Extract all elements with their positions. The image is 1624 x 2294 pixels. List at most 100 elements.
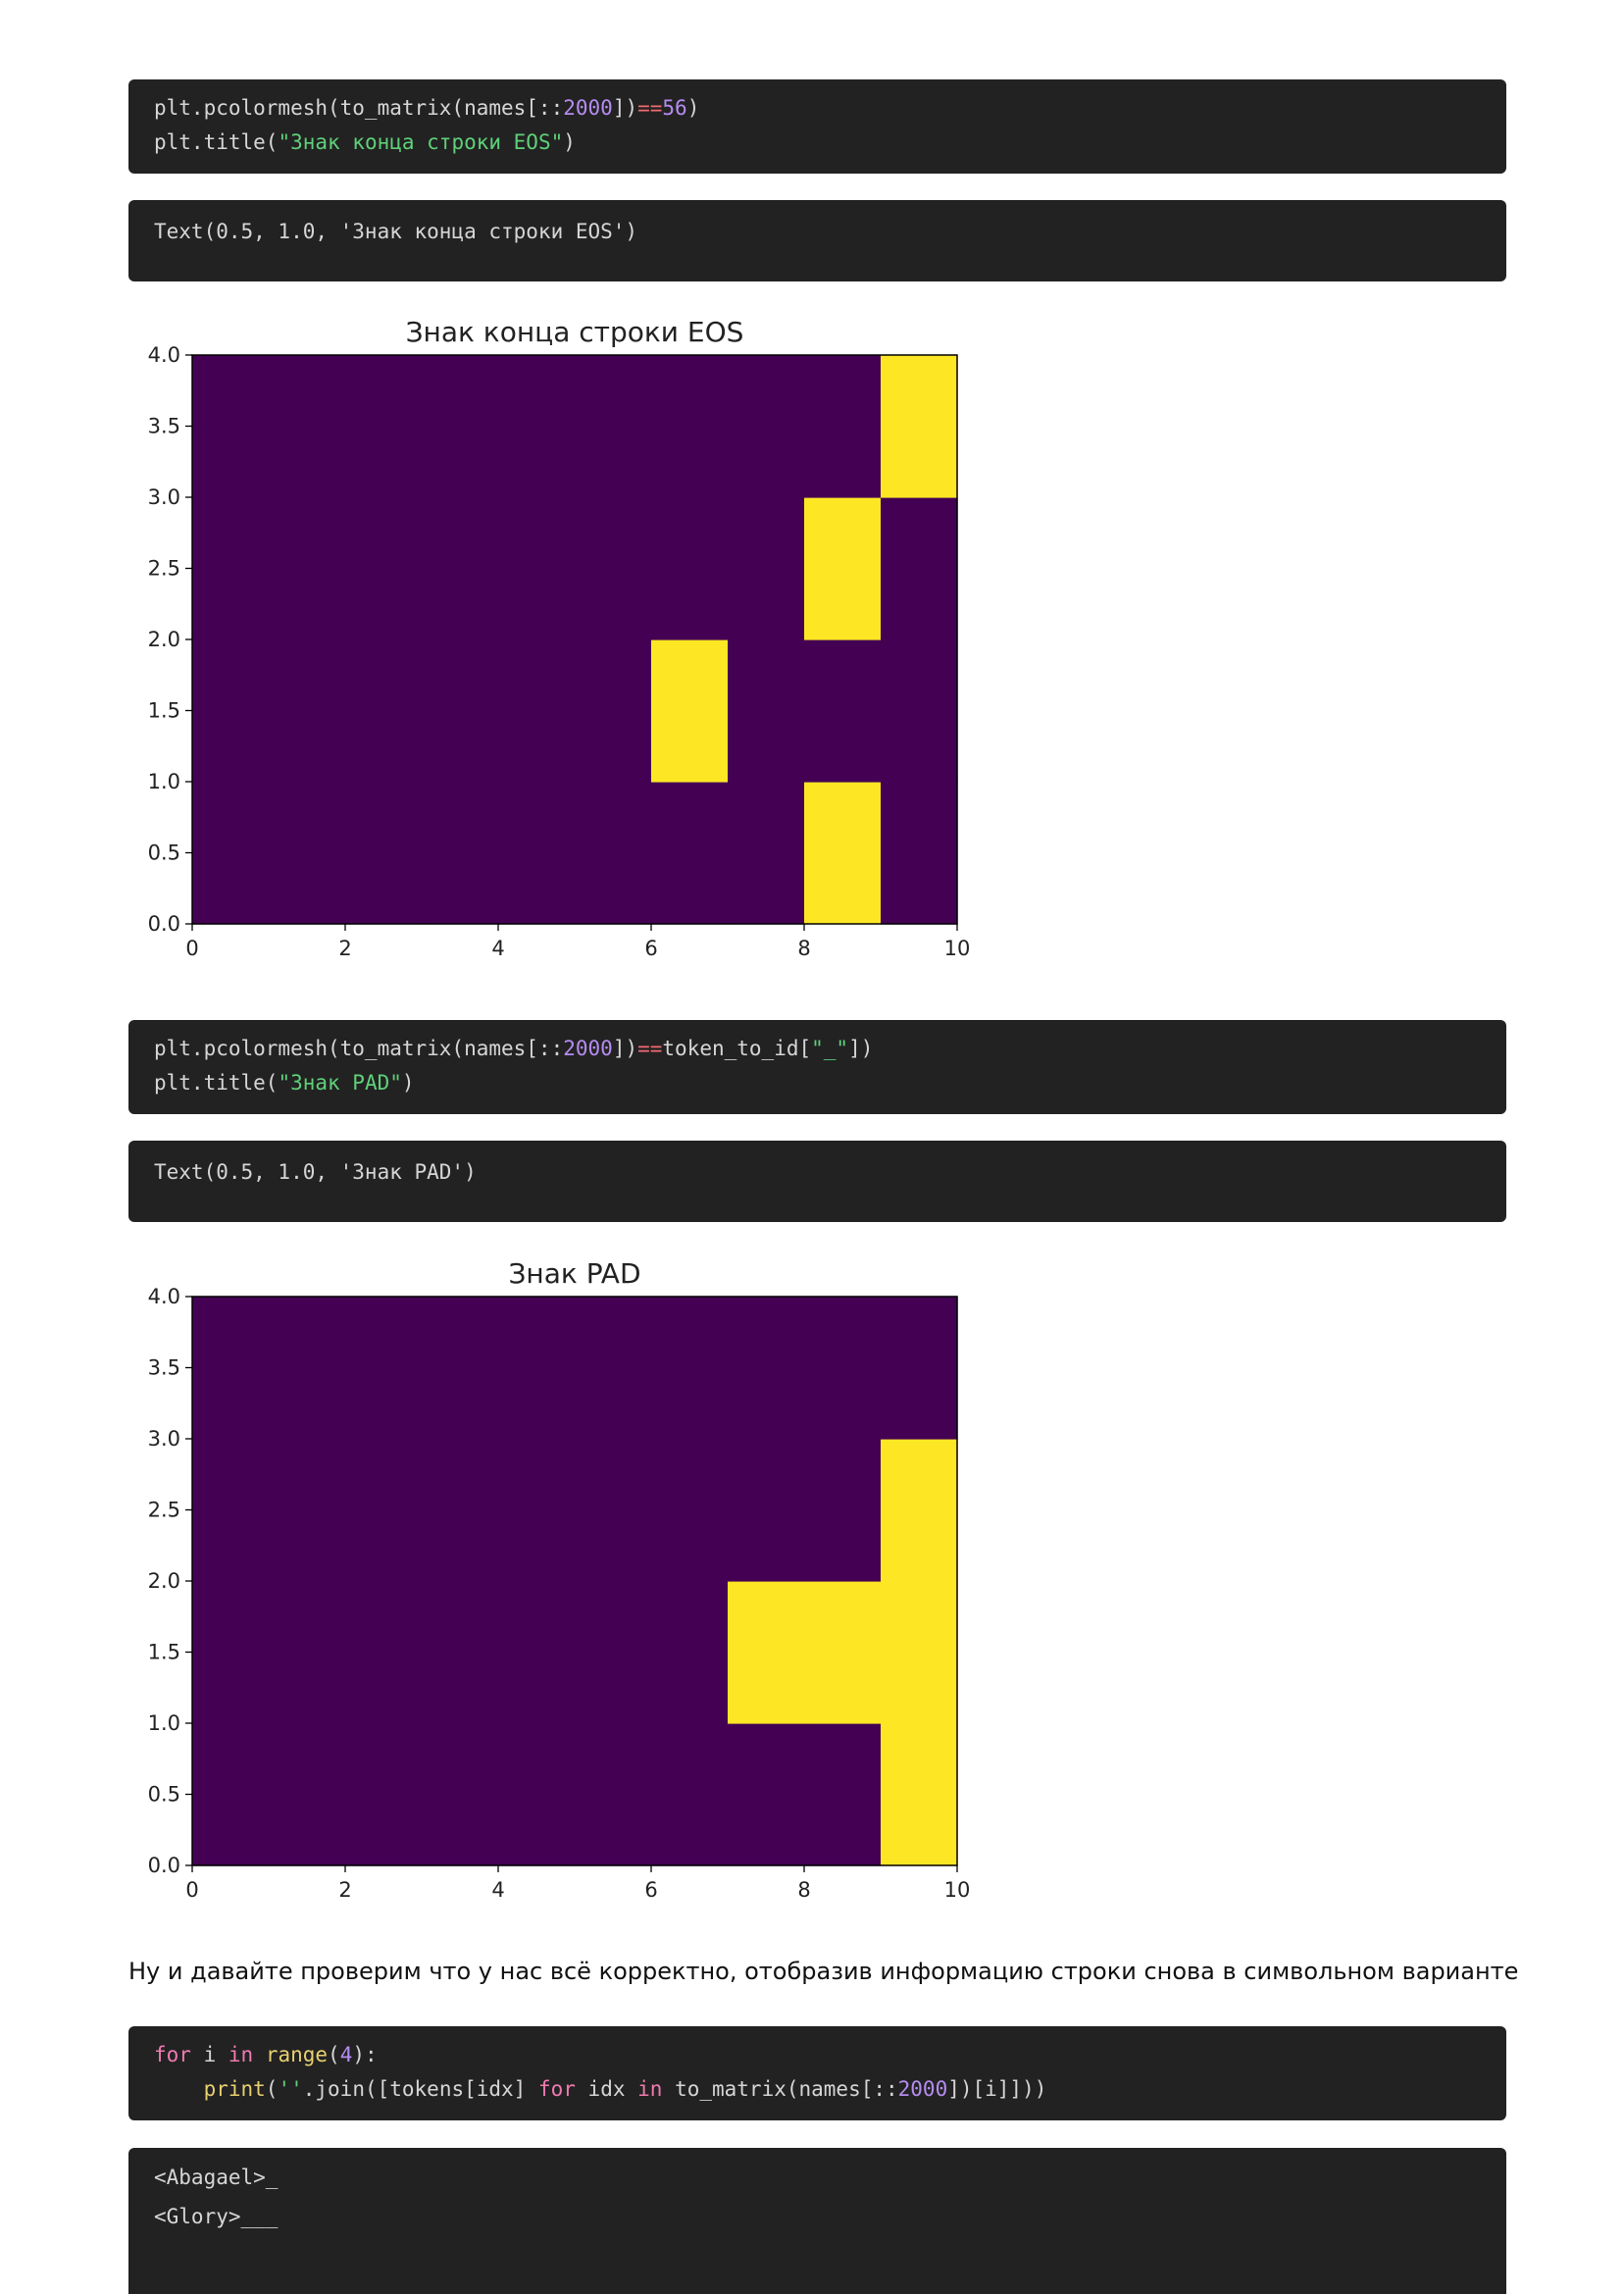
code-token: )	[401, 1071, 415, 1095]
output-line: <Glory>___	[154, 2205, 279, 2228]
heatmap-cell	[269, 355, 346, 498]
heatmap-cell	[498, 639, 576, 783]
heatmap-cell	[728, 355, 805, 498]
heatmap-cell	[881, 1581, 958, 1724]
heatmap-cell	[498, 497, 576, 640]
x-tick-label: 6	[644, 937, 657, 960]
heatmap-cell	[804, 1297, 882, 1440]
heatmap-cell	[269, 1581, 346, 1724]
heatmap-cell	[345, 497, 423, 640]
output-cell-pad: Text(0.5, 1.0, 'Знак PAD')	[128, 1141, 1506, 1222]
code-token: i	[190, 2043, 228, 2066]
x-tick-label: 2	[338, 937, 351, 960]
heatmap-cell	[651, 1723, 729, 1866]
heatmap-cell	[192, 1723, 270, 1866]
heatmap-cell	[651, 497, 729, 640]
code-line: plt.title("Знак конца строки EOS")	[154, 130, 576, 154]
code-token: (	[265, 2077, 279, 2101]
code-token: "Знак конца строки EOS"	[278, 130, 564, 154]
heatmap-cell	[269, 1297, 346, 1440]
output-cell-eos: Text(0.5, 1.0, 'Знак конца строки EOS')	[128, 200, 1506, 281]
heatmap-cell	[651, 355, 729, 498]
y-tick-label: 3.5	[148, 1356, 180, 1380]
y-tick-label: 2.5	[148, 1499, 180, 1522]
code-token: plt.pcolormesh(to_matrix(names[::	[154, 96, 564, 120]
code-line: plt.pcolormesh(to_matrix(names[::2000])=…	[154, 96, 699, 120]
x-tick-label: 0	[185, 937, 198, 960]
chart-title: Знак PAD	[508, 1257, 640, 1290]
heatmap-cell	[192, 639, 270, 783]
x-tick-label: 8	[797, 1878, 810, 1902]
heatmap-cell	[804, 1723, 882, 1866]
y-tick-label: 2.5	[148, 557, 180, 581]
code-token: "_"	[811, 1037, 849, 1060]
code-token: (	[328, 2043, 340, 2066]
code-token: ''	[278, 2077, 303, 2101]
chart-title: Знак конца строки EOS	[406, 316, 744, 348]
y-tick-label: 1.5	[148, 699, 180, 723]
heatmap-cell	[651, 1297, 729, 1440]
heatmap-cell	[345, 1723, 423, 1866]
y-tick-label: 4.0	[148, 343, 180, 367]
code-line: plt.pcolormesh(to_matrix(names[::2000])=…	[154, 1037, 873, 1060]
heatmap-cell	[192, 1581, 270, 1724]
code-token: ])[i]]))	[947, 2077, 1047, 2101]
y-tick-label: 0.0	[148, 912, 180, 936]
heatmap-cell	[498, 1439, 576, 1582]
code-token: ==	[637, 96, 663, 120]
x-tick-label: 10	[944, 1878, 971, 1902]
paragraph-text: Ну и давайте проверим что у нас всё корр…	[128, 1958, 1519, 1985]
heatmap-cell	[498, 782, 576, 925]
heatmap-cell	[575, 497, 652, 640]
heatmap-cell	[498, 1297, 576, 1440]
heatmap-cell	[651, 1581, 729, 1724]
heatmap-cell	[345, 1439, 423, 1582]
heatmap-pad: Знак PAD 0 2 4 6 8 10 0.0 0.5 1.0 1.5 2.0 2.5 3.0 3.5 4…	[148, 1257, 971, 1902]
heatmap-cell	[651, 782, 729, 925]
heatmap-cell	[269, 1439, 346, 1582]
y-tick-label: 3.0	[148, 485, 180, 509]
heatmap-cell	[422, 782, 499, 925]
y-tick-label: 1.0	[148, 770, 180, 793]
heatmap-cell	[804, 497, 882, 640]
code-token: "Знак PAD"	[278, 1071, 402, 1095]
heatmap-cell	[804, 1581, 882, 1724]
code-line: plt.title("Знак PAD")	[154, 1071, 415, 1095]
heatmap-cell	[651, 1439, 729, 1582]
y-tick-label: 0.5	[148, 1783, 180, 1807]
code-cell-print[interactable]: for i in range(4): print(''.join([tokens…	[128, 2026, 1506, 2120]
heatmap-cell	[728, 782, 805, 925]
x-tick-label: 2	[338, 1878, 351, 1902]
code-token: in	[637, 2077, 663, 2101]
x-tick-label: 8	[797, 937, 810, 960]
x-tick-label: 4	[491, 1878, 504, 1902]
code-token: range	[265, 2043, 329, 2066]
heatmap-cell	[422, 1723, 499, 1866]
heatmap-cell	[881, 1439, 958, 1582]
heatmap-cell	[192, 782, 270, 925]
heatmap-cell	[575, 355, 652, 498]
heatmap-cell	[422, 1297, 499, 1440]
code-token: .join([tokens[idx]	[302, 2077, 538, 2101]
heatmap-cell	[804, 782, 882, 925]
code-token: plt.pcolormesh(to_matrix(names[::	[154, 1037, 564, 1060]
x-tick-label: 6	[644, 1878, 657, 1902]
code-cell-eos[interactable]: plt.pcolormesh(to_matrix(names[::2000])=…	[128, 79, 1506, 174]
code-token: 2000	[897, 2077, 948, 2101]
x-tick-label: 0	[185, 1878, 198, 1902]
output-line: <Abagael>_	[154, 2166, 279, 2189]
code-token: 4	[339, 2043, 353, 2066]
heatmap-cell	[881, 497, 958, 640]
heatmap-cell	[881, 1297, 958, 1440]
heatmap-cell	[728, 1439, 805, 1582]
y-tick-label: 3.0	[148, 1427, 180, 1451]
heatmap-cell	[269, 1723, 346, 1866]
y-tick-label: 0.5	[148, 841, 180, 865]
heatmap-cell	[269, 782, 346, 925]
heatmap-cell	[575, 1439, 652, 1582]
x-tick-label: 4	[491, 937, 504, 960]
heatmap-cell	[422, 1581, 499, 1724]
y-tick-label: 1.0	[148, 1711, 180, 1735]
code-cell-pad[interactable]: plt.pcolormesh(to_matrix(names[::2000])=…	[128, 1020, 1506, 1114]
code-line: for i in range(4):	[154, 2043, 378, 2066]
